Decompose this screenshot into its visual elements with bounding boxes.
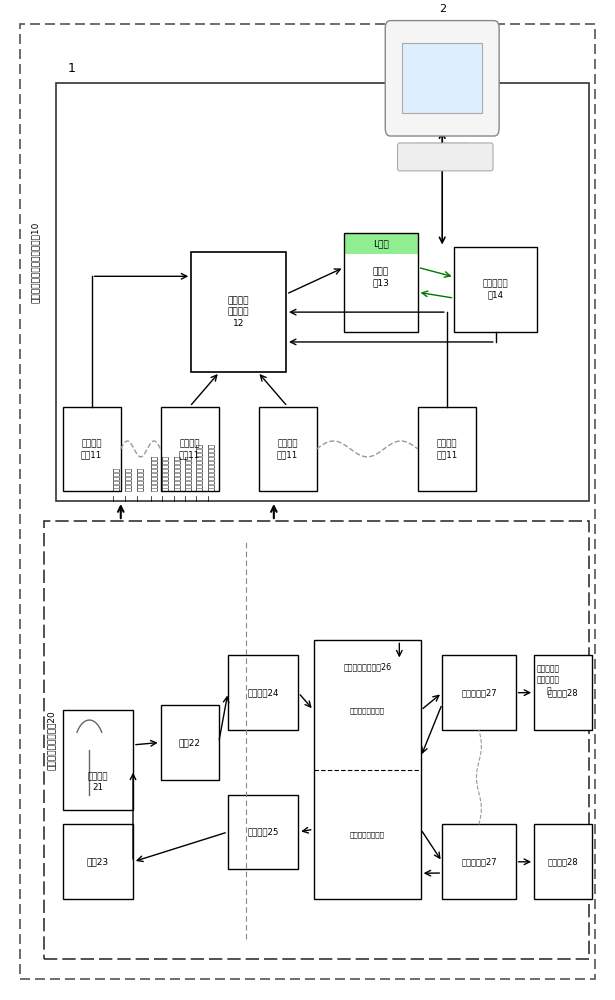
Text: 前端变频
模块11: 前端变频 模块11 xyxy=(81,439,102,459)
Text: 1: 1 xyxy=(68,62,76,75)
Text: 上变频中频耦合输入: 上变频中频耦合输入 xyxy=(174,455,181,491)
Text: 低噪耦合输出: 低噪耦合输出 xyxy=(137,467,144,491)
Text: 下变频器24: 下变频器24 xyxy=(247,688,279,697)
Text: 调制解调器27: 调制解调器27 xyxy=(461,857,497,866)
Text: 中频分配合成单元26: 中频分配合成单元26 xyxy=(343,662,391,671)
Text: 数字处理模
块14: 数字处理模 块14 xyxy=(483,280,509,300)
FancyBboxPatch shape xyxy=(442,655,515,730)
FancyBboxPatch shape xyxy=(344,233,418,254)
FancyBboxPatch shape xyxy=(161,407,219,491)
Text: 功放耦合输出: 功放耦合输出 xyxy=(125,467,132,491)
FancyBboxPatch shape xyxy=(534,824,592,899)
FancyBboxPatch shape xyxy=(258,407,317,491)
Text: 天线辐射信号: 天线辐射信号 xyxy=(113,467,120,491)
FancyBboxPatch shape xyxy=(191,252,286,372)
Text: L频段: L频段 xyxy=(373,239,389,248)
FancyBboxPatch shape xyxy=(314,640,421,899)
Text: 调制解调器27: 调制解调器27 xyxy=(461,688,497,697)
FancyBboxPatch shape xyxy=(442,824,515,899)
FancyBboxPatch shape xyxy=(454,247,537,332)
Text: 地球站卫星通信系统20: 地球站卫星通信系统20 xyxy=(47,710,56,770)
FancyBboxPatch shape xyxy=(418,407,476,491)
Text: 2: 2 xyxy=(438,4,446,14)
FancyBboxPatch shape xyxy=(63,710,133,810)
FancyBboxPatch shape xyxy=(402,43,482,113)
Text: 卫星地球站载波动态监测系统10: 卫星地球站载波动态监测系统10 xyxy=(31,222,39,303)
Text: 低噪22: 低噪22 xyxy=(178,738,200,747)
Text: 卫星天线
21: 卫星天线 21 xyxy=(87,772,108,792)
FancyBboxPatch shape xyxy=(63,407,121,491)
FancyBboxPatch shape xyxy=(228,795,298,869)
Text: 功放23: 功放23 xyxy=(87,857,109,866)
FancyBboxPatch shape xyxy=(397,143,493,171)
Text: 终端设备28: 终端设备28 xyxy=(548,688,579,697)
Text: 上变频中频收总口耦合输入: 上变频中频收总口耦合输入 xyxy=(196,443,203,491)
Text: 中频单元收发总口: 中频单元收发总口 xyxy=(350,707,385,714)
FancyBboxPatch shape xyxy=(228,655,298,730)
FancyBboxPatch shape xyxy=(161,705,219,780)
Text: 多路输入
切换矩阵
12: 多路输入 切换矩阵 12 xyxy=(228,297,249,328)
FancyBboxPatch shape xyxy=(534,655,592,730)
Text: 上变频器25: 上变频器25 xyxy=(247,827,279,836)
Text: 变频模
块13: 变频模 块13 xyxy=(373,267,389,287)
Text: 上变频射频耦合输出: 上变频射频耦合输出 xyxy=(162,455,169,491)
Text: 下变频射频耦合输入: 下变频射频耦合输入 xyxy=(151,455,158,491)
Text: 前端变频
模块11: 前端变频 模块11 xyxy=(436,439,458,459)
Text: 终端设备28: 终端设备28 xyxy=(548,857,579,866)
FancyBboxPatch shape xyxy=(385,21,499,136)
FancyBboxPatch shape xyxy=(63,824,133,899)
Text: 中频单元收
支路输出监
测: 中频单元收 支路输出监 测 xyxy=(537,665,560,696)
Text: 下变频中频耦合输出: 下变频中频耦合输出 xyxy=(185,455,192,491)
Text: 下变频中频发总口耦合输出: 下变频中频发总口耦合输出 xyxy=(208,443,215,491)
Text: 前端变频
模块11: 前端变频 模块11 xyxy=(277,439,298,459)
Text: 中频单元收发总口: 中频单元收发总口 xyxy=(350,831,385,838)
Text: 前端变频
模块11: 前端变频 模块11 xyxy=(179,439,200,459)
